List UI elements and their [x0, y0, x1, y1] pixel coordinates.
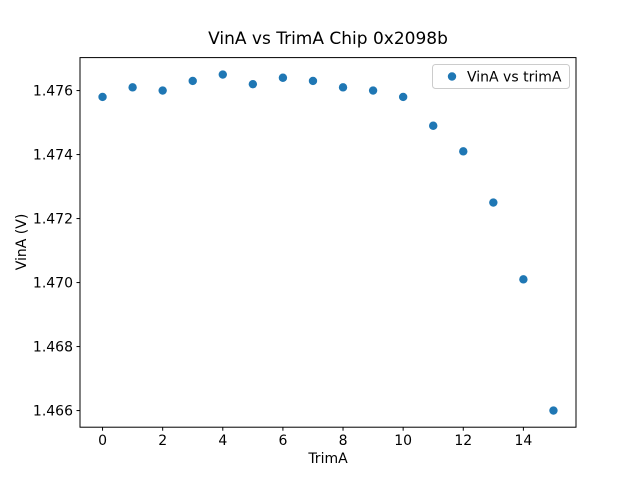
- y-tick-label: 1.476: [33, 84, 73, 100]
- y-axis-ticks: 1.466 1.468 1.470 1.472 1.474 1.476: [33, 84, 80, 420]
- y-axis-label: VinA (V): [14, 214, 30, 271]
- data-point: [549, 406, 558, 415]
- data-point: [308, 76, 318, 86]
- x-tick-label: 12: [454, 433, 472, 449]
- x-axis-ticks: 0 2 4 6 8 10 12 14: [98, 427, 532, 449]
- y-tick-label: 1.474: [33, 148, 73, 164]
- x-tick-label: 6: [278, 433, 287, 449]
- data-point: [398, 92, 408, 102]
- legend-marker-icon: [447, 72, 457, 81]
- x-axis-label: TrimA: [307, 451, 348, 467]
- data-point: [429, 121, 438, 130]
- data-point: [368, 86, 378, 95]
- legend: VinA vs trimA: [432, 64, 570, 89]
- data-point: [278, 73, 288, 82]
- legend-box: [432, 64, 570, 89]
- x-tick-label: 2: [158, 433, 167, 449]
- data-point: [188, 76, 197, 86]
- x-tick-label: 0: [98, 433, 107, 449]
- legend-label: VinA vs trimA: [467, 70, 562, 86]
- y-tick-label: 1.466: [33, 404, 73, 420]
- x-tick-label: 14: [514, 433, 532, 449]
- data-point: [158, 86, 167, 95]
- y-tick-label: 1.470: [33, 276, 73, 292]
- plot-area: [79, 57, 577, 428]
- data-point: [459, 147, 468, 156]
- data-point: [248, 79, 258, 89]
- chart-title: VinA vs TrimA Chip 0x2098b: [208, 29, 448, 49]
- x-tick-label: 8: [339, 433, 348, 449]
- data-point: [128, 83, 137, 92]
- x-tick-label: 4: [218, 433, 227, 449]
- data-point: [338, 83, 348, 92]
- data-point: [489, 198, 498, 207]
- y-tick-label: 1.468: [33, 340, 73, 356]
- x-tick-label: 10: [394, 433, 412, 449]
- data-points: [98, 70, 558, 415]
- data-point: [98, 92, 107, 102]
- y-tick-label: 1.472: [33, 212, 73, 228]
- data-point: [519, 275, 528, 284]
- data-point: [218, 70, 227, 79]
